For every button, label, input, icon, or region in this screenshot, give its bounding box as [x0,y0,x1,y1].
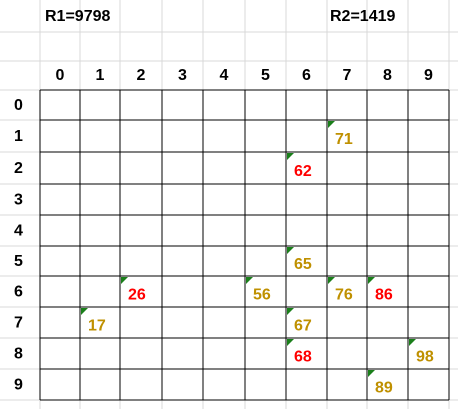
column-header: 6 [302,67,311,84]
column-header: 3 [178,67,187,84]
error-indicator [368,277,375,284]
cell-value: 56 [253,287,271,304]
row-header: 9 [14,377,23,394]
column-header: 1 [96,67,105,84]
column-header: 9 [424,67,433,84]
r1-label: R1=9798 [45,8,110,25]
error-indicator [287,308,294,315]
error-indicator [287,247,294,254]
column-header: 2 [137,67,146,84]
column-header: 4 [220,67,229,84]
error-indicator [246,277,253,284]
error-indicator [121,277,128,284]
row-header: 1 [14,128,23,145]
cell-value: 71 [335,131,353,148]
row-header: 0 [14,97,23,114]
row-header: 8 [14,346,23,363]
column-header: 7 [343,67,352,84]
row-header: 2 [14,160,23,177]
column-header: 0 [56,67,65,84]
error-indicator [328,121,335,128]
error-indicator [368,370,375,377]
cell-value: 86 [375,287,393,304]
row-header: 5 [14,253,23,270]
cell-value: 76 [335,287,353,304]
cell-value: 17 [88,318,106,335]
row-header: 6 [14,284,23,301]
error-indicator [409,339,416,346]
cell-value: 98 [416,349,434,366]
cell-value: 89 [375,380,393,397]
error-indicator [328,277,335,284]
column-header: 8 [383,67,392,84]
error-indicator [287,339,294,346]
cell-value: 65 [294,256,312,273]
cell-value: 62 [294,163,312,180]
cell-value: 67 [294,318,312,335]
cell-value: 26 [128,287,146,304]
column-header: 5 [261,67,270,84]
row-header: 7 [14,315,23,332]
error-indicator [81,308,88,315]
error-indicator [287,153,294,160]
r2-label: R2=1419 [330,8,395,25]
row-header: 3 [14,192,23,209]
cell-value: 68 [294,349,312,366]
row-header: 4 [14,223,23,240]
